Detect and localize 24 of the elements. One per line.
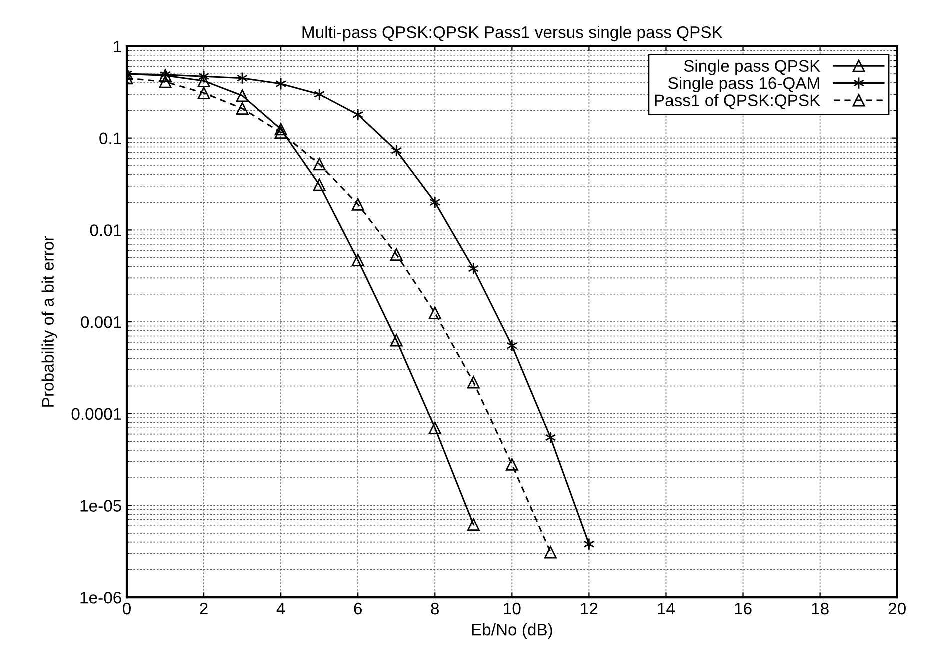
legend-label: Single pass QPSK [684,60,820,76]
legend-label: Single pass 16-QAM [668,77,820,93]
y-tick-label: 0.001 [81,316,122,328]
x-tick-label: 4 [276,603,286,615]
x-tick-label: 6 [354,602,362,615]
x-tick-label: 18 [812,602,829,615]
x-tick-label: 2 [200,602,208,615]
y-tick-label: 1e-06 [80,592,122,604]
x-tick-label: 20 [888,602,906,615]
x-tick-label: 14 [658,603,676,615]
y-tick-label: 1e-05 [80,500,122,512]
x-tick-label: 8 [431,602,440,615]
x-tick-label: 0 [123,602,131,615]
y-axis-title: Probability of a bit error [42,236,58,407]
x-tick-label: 16 [735,602,752,615]
x-tick-label: 12 [581,602,598,615]
y-tick-label: 0.01 [90,224,122,236]
legend-label: Pass1 of QPSK:QPSK [655,94,820,110]
y-tick-label: 0.0001 [72,408,122,420]
y-tick-label: 0.1 [100,132,122,145]
y-tick-label: 1 [114,41,122,53]
x-axis-title: Eb/No (dB) [472,624,552,640]
chart-title: Multi-pass QPSK:QPSK Pass1 versus single pass QPSK [302,26,723,42]
x-tick-label: 10 [504,602,521,615]
